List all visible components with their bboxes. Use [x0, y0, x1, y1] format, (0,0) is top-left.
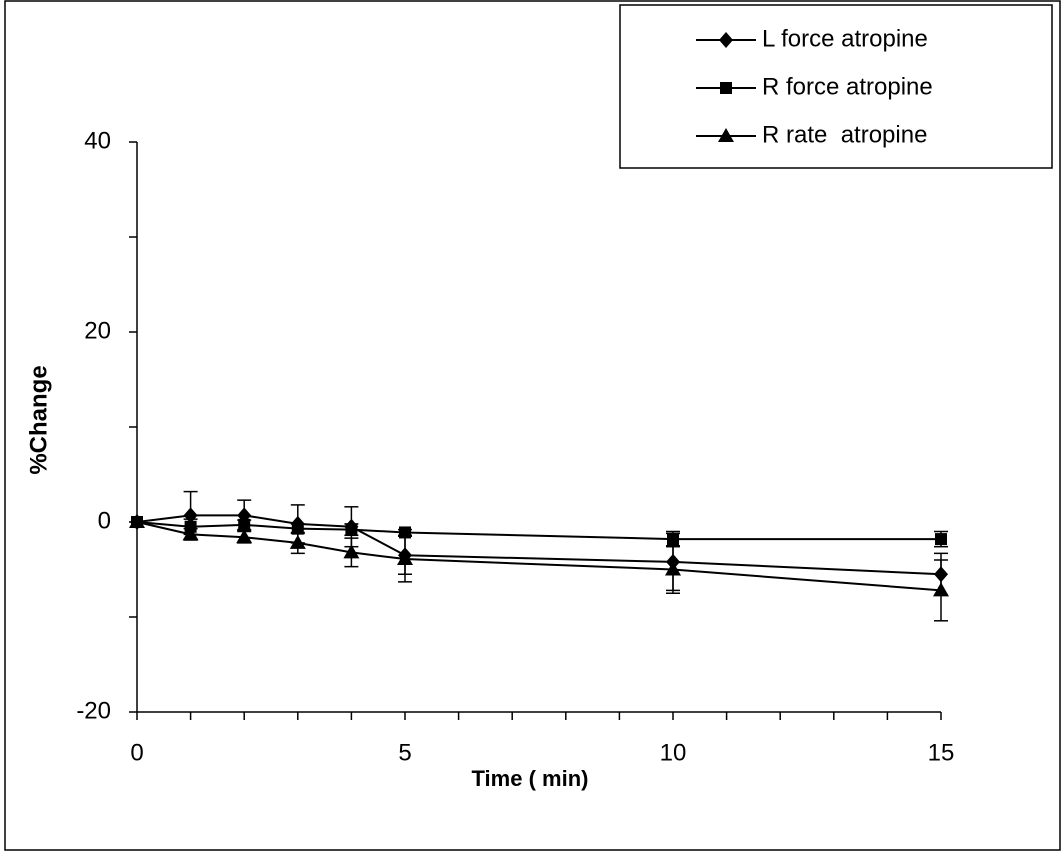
y-tick-label: 0: [98, 507, 111, 534]
marker: [236, 529, 253, 544]
x-tick-label: 15: [928, 739, 955, 766]
marker: [182, 526, 199, 541]
y-tick-label: 20: [84, 317, 111, 344]
legend-label: R rate atropine: [762, 121, 927, 148]
marker: [665, 561, 681, 576]
marker: [129, 514, 145, 528]
y-tick-label: 40: [84, 127, 111, 154]
marker: [397, 551, 413, 566]
x-axis-label: Time ( min): [472, 766, 589, 791]
marker: [289, 534, 306, 549]
x-tick-label: 5: [398, 739, 411, 766]
legend-label: R force atropine: [762, 73, 933, 100]
legend-label: L force atropine: [762, 25, 928, 52]
marker: [718, 128, 734, 142]
y-axis-label: %Change: [25, 365, 52, 474]
series-line: [136, 514, 942, 576]
marker: [667, 533, 679, 546]
marker: [933, 582, 949, 597]
marker: [720, 82, 732, 94]
series-line: [136, 521, 941, 541]
marker: [719, 32, 733, 48]
x-tick-label: 10: [660, 739, 687, 766]
marker: [291, 522, 304, 535]
marker: [935, 533, 947, 546]
x-tick-label: 0: [130, 739, 143, 766]
marker: [343, 544, 360, 559]
y-tick-label: -20: [76, 697, 111, 724]
marker: [399, 526, 411, 539]
marker: [238, 518, 251, 531]
legend: [619, 4, 1053, 169]
marker: [345, 523, 358, 536]
series-line: [136, 521, 942, 592]
